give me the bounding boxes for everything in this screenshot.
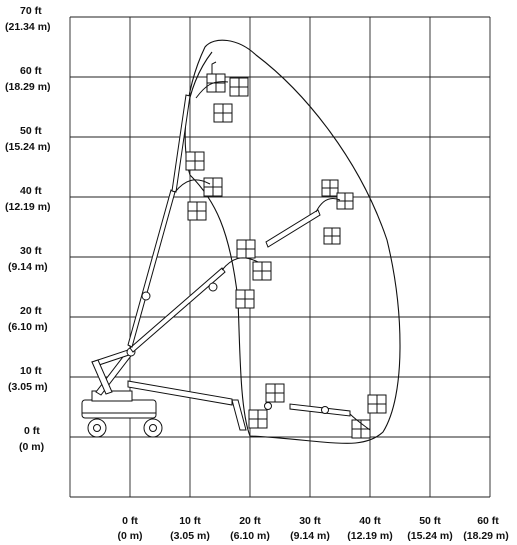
x-tick-50ft-m: (15.24 m) <box>407 530 453 542</box>
y-tick-40ft: 40 ft <box>20 185 42 197</box>
platforms <box>174 61 387 439</box>
y-tick-50ft: 50 ft <box>20 125 42 137</box>
y-tick-30ft-m: (9.14 m) <box>8 261 48 273</box>
boom-mid <box>129 267 226 353</box>
wheel-rear-hub <box>93 424 101 432</box>
y-tick-50ft-m: (15.24 m) <box>5 141 51 153</box>
jib-vertical <box>171 94 191 193</box>
x-tick-50ft: 50 ft <box>419 515 441 527</box>
y-tick-0ft-m: (0 m) <box>19 441 44 453</box>
machine-chassis <box>81 390 163 438</box>
x-tick-10ft: 10 ft <box>179 515 201 527</box>
wheel-front-hub <box>149 424 157 432</box>
boom-positions <box>127 94 351 431</box>
y-tick-30ft: 30 ft <box>20 245 42 257</box>
y-tick-20ft: 20 ft <box>20 305 42 317</box>
x-tick-20ft: 20 ft <box>239 515 261 527</box>
jib-30ft <box>265 209 321 248</box>
y-tick-10ft: 10 ft <box>20 365 42 377</box>
y-tick-60ft: 60 ft <box>20 65 42 77</box>
x-tick-30ft-m: (9.14 m) <box>290 530 330 542</box>
platform-ground-far <box>349 394 387 439</box>
x-tick-0ft: 0 ft <box>122 515 138 527</box>
x-tick-10ft-m: (3.05 m) <box>170 530 210 542</box>
y-tick-70ft: 70 ft <box>20 5 42 17</box>
platform-ground-near <box>248 383 285 429</box>
y-axis-labels: 70 ft (21.34 m) 60 ft (18.29 m) 50 ft (1… <box>5 5 51 453</box>
x-tick-40ft: 40 ft <box>359 515 381 527</box>
x-axis-labels: 0 ft (0 m) 10 ft (3.05 m) 20 ft (6.10 m)… <box>117 515 508 542</box>
y-tick-10ft-m: (3.05 m) <box>8 381 48 393</box>
jib-reach <box>289 403 351 417</box>
boom-steep <box>127 189 176 348</box>
y-tick-70ft-m: (21.34 m) <box>5 21 51 33</box>
platform-40ft <box>174 151 223 221</box>
y-tick-40ft-m: (12.19 m) <box>5 201 51 213</box>
x-tick-60ft: 60 ft <box>477 515 499 527</box>
y-tick-60ft-m: (18.29 m) <box>5 81 51 93</box>
boom-horizontal <box>127 380 233 406</box>
x-tick-0ft-m: (0 m) <box>117 530 142 542</box>
y-tick-20ft-m: (6.10 m) <box>8 321 48 333</box>
chassis-body <box>81 399 157 419</box>
grid <box>69 16 491 498</box>
y-tick-0ft: 0 ft <box>24 425 40 437</box>
platform-30ft <box>315 179 354 245</box>
riser-links <box>91 347 136 396</box>
platform-top <box>195 61 249 123</box>
x-tick-30ft: 30 ft <box>299 515 321 527</box>
x-tick-40ft-m: (12.19 m) <box>347 530 393 542</box>
x-tick-20ft-m: (6.10 m) <box>230 530 270 542</box>
x-tick-60ft-m: (18.29 m) <box>463 530 509 542</box>
working-envelope-outer <box>184 39 401 444</box>
platform-25ft <box>221 239 272 309</box>
